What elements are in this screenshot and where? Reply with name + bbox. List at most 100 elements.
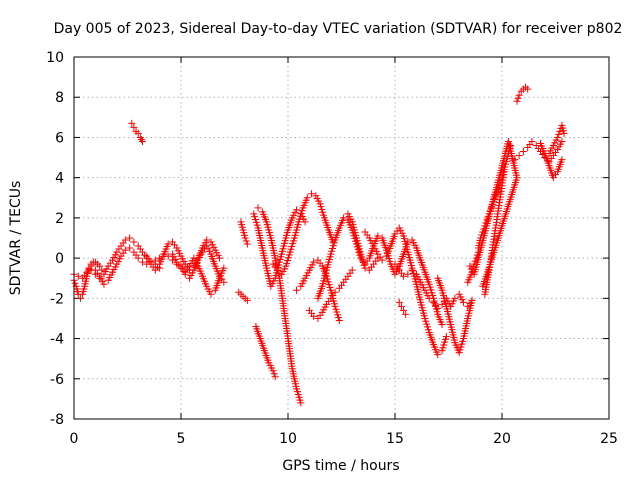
data-point (134, 129, 142, 137)
data-point (402, 310, 410, 318)
series-pass-29 (545, 121, 568, 158)
plot-frame (73, 56, 610, 420)
data-point (87, 266, 95, 274)
data-point (207, 290, 215, 298)
data-point (434, 304, 442, 312)
data-point (121, 246, 129, 254)
data-point (560, 129, 568, 137)
data-point (558, 137, 566, 145)
series-pass-18 (361, 224, 450, 359)
data-point (242, 237, 250, 245)
series-pass-21 (434, 274, 476, 357)
series-pass-11 (254, 204, 305, 407)
data-point (216, 254, 224, 262)
x-tick-label: 15 (386, 431, 404, 447)
data-point (468, 296, 476, 304)
data-point (74, 272, 82, 280)
data-point (451, 294, 459, 302)
data-point (556, 127, 564, 135)
data-point (400, 306, 408, 314)
data-point (126, 244, 134, 252)
y-tick-label: -4 (50, 332, 64, 348)
data-point (138, 137, 146, 145)
data-point (168, 256, 176, 264)
data-point (303, 194, 311, 202)
x-axis-label: GPS time / hours (282, 458, 399, 474)
data-point (128, 119, 136, 127)
series-pass-06 (168, 250, 228, 298)
y-tick-label: -8 (50, 412, 64, 428)
data-point (555, 130, 563, 138)
data-point (270, 370, 278, 378)
data-point (404, 270, 412, 278)
data-point (138, 258, 146, 266)
series-pass-13 (269, 190, 337, 278)
y-tick-label: 4 (55, 171, 64, 187)
data-point (479, 282, 487, 290)
x-tick-label: 10 (279, 431, 297, 447)
y-tick-label: 0 (55, 251, 64, 267)
chart-title: Day 005 of 2023, Sidereal Day-to-day VTE… (54, 21, 623, 37)
data-point (254, 204, 262, 212)
data-point (348, 266, 356, 274)
data-point (91, 270, 99, 278)
data-point (293, 286, 301, 294)
data-point (515, 91, 523, 99)
data-point (126, 234, 134, 242)
data-point (425, 294, 433, 302)
data-point (442, 333, 450, 341)
data-point (310, 312, 318, 320)
data-point (271, 373, 279, 381)
data-point (400, 272, 408, 280)
data-point (301, 218, 309, 226)
y-tick-label: 8 (55, 90, 64, 106)
series-pass-03 (87, 234, 164, 282)
data-point (181, 270, 189, 278)
data-point (459, 298, 467, 306)
data-point (524, 85, 532, 93)
data-point (243, 296, 251, 304)
data-point (340, 214, 348, 222)
x-tick-label: 0 (70, 431, 79, 447)
x-tick-label: 25 (600, 431, 618, 447)
x-tick-label: 20 (493, 431, 511, 447)
data-point (241, 234, 249, 242)
data-point (335, 316, 343, 324)
data-point (203, 236, 211, 244)
data-point (297, 399, 305, 407)
data-point (515, 152, 523, 160)
data-point (378, 256, 386, 264)
series-pass-09 (237, 218, 251, 248)
series-pass-26 (513, 83, 532, 105)
data-point (408, 266, 416, 274)
data-point (397, 302, 405, 310)
data-point (130, 123, 138, 131)
series-pass-16 (305, 266, 356, 322)
data-point (554, 133, 562, 141)
x-tick-labels: 0 5 10 15 20 25 (70, 431, 618, 447)
series-pass-19 (395, 298, 410, 318)
data-point (98, 266, 106, 274)
data-point (514, 94, 522, 102)
data-point (331, 288, 339, 296)
data-point (310, 258, 318, 266)
data-point (164, 240, 172, 248)
y-tick-labels: -8 -6 -4 -2 0 2 4 6 8 10 (46, 50, 64, 428)
y-tick-label: -6 (50, 372, 64, 388)
data-point (374, 232, 382, 240)
data-point (164, 252, 172, 260)
data-point (395, 298, 403, 306)
series-pass-04 (128, 119, 146, 145)
data-point (519, 148, 527, 156)
y-axis-label: SDTVAR / TECUs (8, 181, 24, 296)
data-point (71, 279, 79, 287)
data-point (130, 238, 138, 246)
data-point (293, 206, 301, 214)
data-point (100, 280, 108, 288)
series-pass-01 (70, 258, 106, 302)
data-point (438, 320, 446, 328)
y-tick-label: 2 (55, 211, 64, 227)
y-tick-label: 6 (55, 130, 64, 146)
